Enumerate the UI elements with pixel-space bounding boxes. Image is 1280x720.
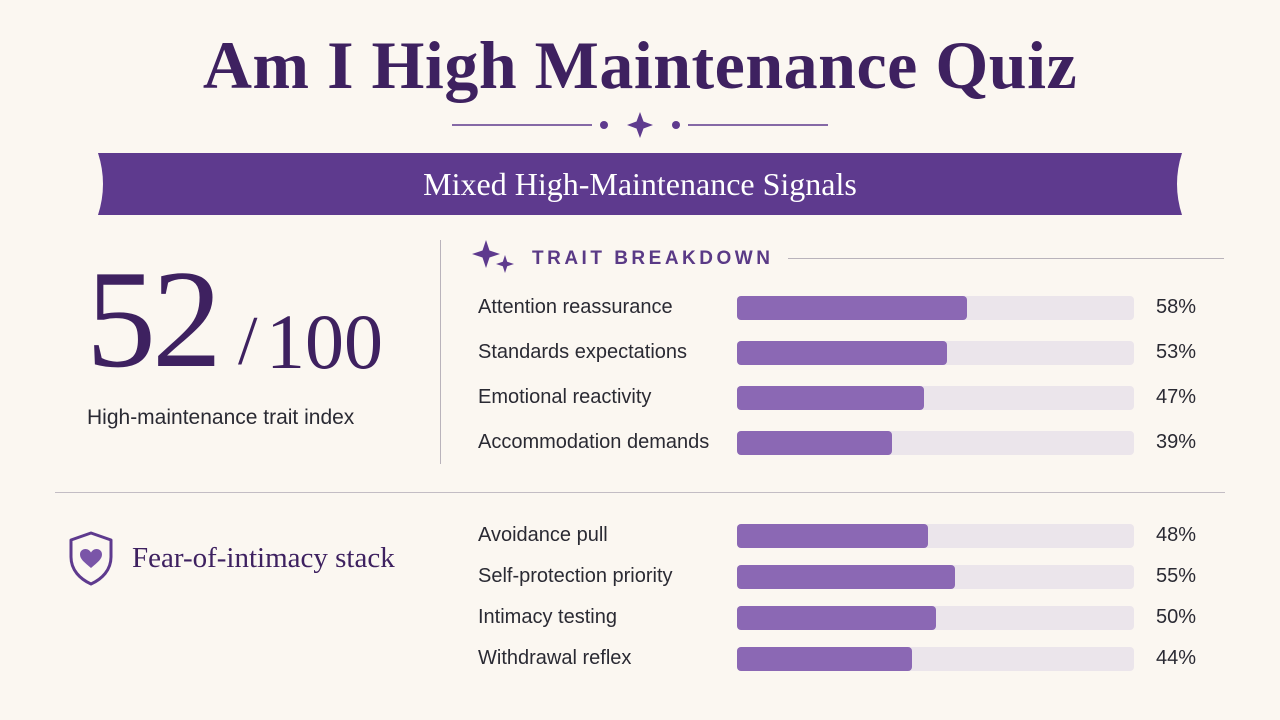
score-caption: High-maintenance trait index — [87, 406, 355, 429]
score-value: 52 — [86, 242, 222, 397]
trait-bar-fill — [737, 524, 928, 548]
trait-label: Avoidance pull — [478, 524, 608, 546]
trait-breakdown-header: TRAIT BREAKDOWN — [470, 238, 1230, 278]
trait-value: 47% — [1156, 386, 1197, 408]
trait-bar-fill — [737, 296, 968, 320]
trait-value: 48% — [1156, 524, 1197, 546]
trait-bar-track — [737, 524, 1134, 548]
trait-row: Withdrawal reflex 44% — [478, 645, 1218, 686]
horizontal-divider — [55, 492, 1225, 493]
trait-bar-fill — [737, 647, 912, 671]
trait-label: Withdrawal reflex — [478, 647, 632, 669]
trait-label: Attention reassurance — [478, 296, 673, 318]
trait-bar-fill — [737, 565, 956, 589]
trait-bar-track — [737, 565, 1134, 589]
title-ornament — [452, 112, 828, 138]
trait-label: Self-protection priority — [478, 565, 673, 587]
result-banner: Mixed High-Maintenance Signals — [92, 151, 1188, 217]
header-rule — [788, 258, 1224, 259]
trait-row: Intimacy testing 50% — [478, 604, 1218, 645]
trait-bar-track — [737, 431, 1134, 455]
trait-bar-track — [737, 296, 1134, 320]
trait-bar-track — [737, 341, 1134, 365]
trait-label: Standards expectations — [478, 341, 688, 363]
trait-bar-fill — [737, 341, 948, 365]
trait-label: Emotional reactivity — [478, 386, 652, 408]
score-total: 100 — [266, 298, 383, 385]
trait-value: 55% — [1156, 565, 1197, 587]
fear-of-intimacy-title: Fear-of-intimacy stack — [132, 542, 395, 574]
trait-bar-track — [737, 606, 1134, 630]
trait-value: 58% — [1156, 296, 1197, 318]
vertical-divider — [440, 240, 441, 464]
trait-value: 53% — [1156, 341, 1197, 363]
score-display: 52 / 100 — [86, 250, 426, 390]
score-slash: / — [238, 303, 258, 380]
trait-label: Accommodation demands — [478, 431, 710, 453]
shield-heart-icon — [69, 531, 113, 586]
trait-row: Avoidance pull 48% — [478, 522, 1218, 563]
fear-of-intimacy-list: Avoidance pull 48% Self-protection prior… — [478, 522, 1218, 686]
trait-bar-fill — [737, 431, 892, 455]
sparkle-icon — [472, 240, 514, 273]
trait-value: 44% — [1156, 647, 1197, 669]
trait-row: Emotional reactivity 47% — [478, 384, 1218, 429]
fear-of-intimacy-header: Fear-of-intimacy stack — [66, 530, 446, 590]
trait-bar-track — [737, 647, 1134, 671]
trait-row: Self-protection priority 55% — [478, 563, 1218, 604]
trait-row: Standards expectations 53% — [478, 339, 1218, 384]
result-banner-text: Mixed High-Maintenance Signals — [423, 166, 857, 202]
trait-row: Accommodation demands 39% — [478, 429, 1218, 474]
trait-breakdown-list: Attention reassurance 58% Standards expe… — [478, 294, 1218, 474]
trait-label: Intimacy testing — [478, 606, 617, 628]
trait-bar-track — [737, 386, 1134, 410]
trait-value: 50% — [1156, 606, 1197, 628]
trait-value: 39% — [1156, 431, 1197, 453]
trait-bar-fill — [737, 606, 936, 630]
trait-row: Attention reassurance 58% — [478, 294, 1218, 339]
trait-breakdown-title: TRAIT BREAKDOWN — [532, 248, 774, 269]
trait-bar-fill — [737, 386, 924, 410]
page-title: Am I High Maintenance Quiz — [202, 27, 1078, 103]
